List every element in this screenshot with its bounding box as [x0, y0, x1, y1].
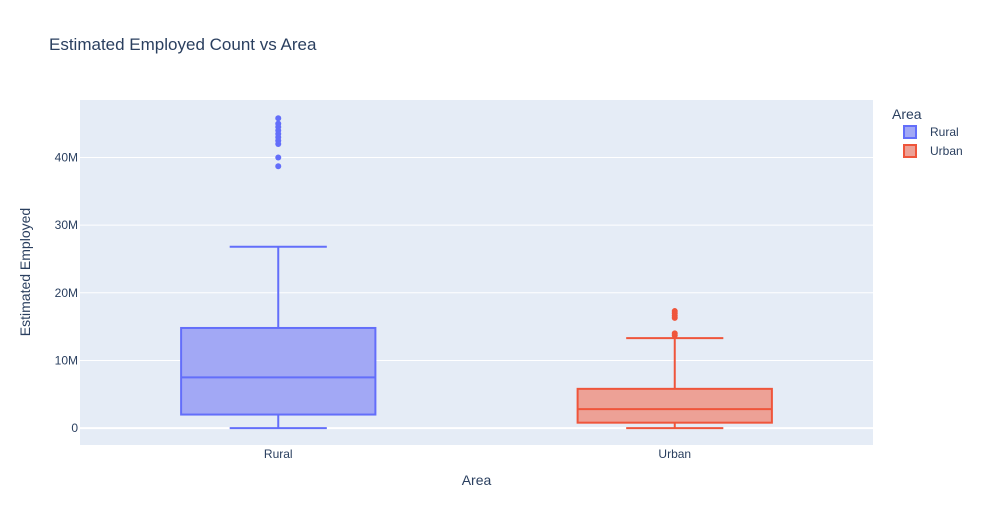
y-tick-label: 0 — [71, 421, 78, 435]
legend-items: Rural Urban — [903, 125, 963, 158]
outlier-point — [275, 154, 282, 161]
legend-label: Rural — [930, 125, 959, 139]
outlier-point — [275, 163, 282, 170]
iqr-box — [576, 387, 773, 424]
y-axis-label: Estimated Employed — [17, 208, 33, 336]
chart-title: Estimated Employed Count vs Area — [49, 35, 317, 54]
iqr-box — [180, 326, 377, 416]
y-tick-label: 30M — [55, 218, 78, 232]
outlier-point — [275, 115, 282, 122]
y-tick-label: 20M — [55, 286, 78, 300]
legend-swatch — [903, 144, 917, 158]
y-tick-label: 10M — [55, 353, 78, 367]
legend: Area Rural Urban — [892, 106, 963, 158]
outlier-point — [275, 120, 282, 127]
legend-title: Area — [892, 106, 922, 122]
x-tick-label: Urban — [658, 447, 691, 461]
y-axis-ticks: 0 10M 20M 30M 40M — [55, 151, 79, 436]
x-axis-label: Area — [462, 472, 492, 488]
legend-item-urban: Urban — [903, 144, 963, 158]
box-trace-urban — [576, 308, 773, 430]
box-traces — [180, 115, 773, 430]
x-tick-label: Rural — [264, 447, 293, 461]
box-trace-rural — [180, 115, 377, 430]
x-axis-ticks: Rural Urban — [264, 447, 691, 461]
outlier-point — [671, 330, 678, 337]
y-tick-label: 40M — [55, 151, 78, 165]
legend-item-rural: Rural — [903, 125, 959, 139]
legend-swatch — [903, 125, 917, 139]
legend-label: Urban — [930, 144, 963, 158]
outlier-point — [671, 308, 678, 315]
